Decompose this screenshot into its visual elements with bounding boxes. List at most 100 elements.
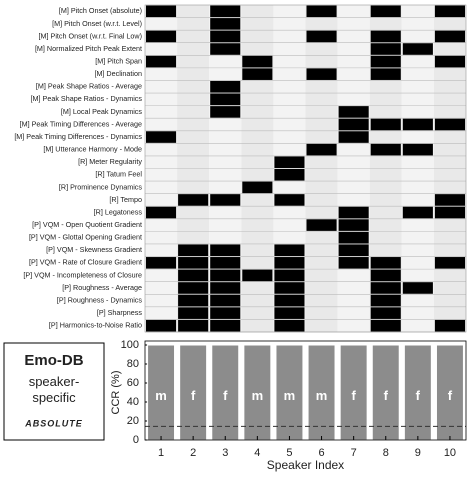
cell xyxy=(146,206,177,219)
cell xyxy=(178,194,209,206)
y-axis-label: CCR (%) xyxy=(110,371,122,415)
cell xyxy=(402,143,433,156)
cell xyxy=(146,30,177,43)
x-tick-label: 7 xyxy=(351,447,357,459)
cell xyxy=(146,5,177,18)
bar xyxy=(403,344,432,441)
cell xyxy=(370,143,401,156)
bar-annotation: m xyxy=(316,388,328,403)
x-tick-label: 3 xyxy=(222,447,228,459)
cell xyxy=(242,181,273,194)
cell xyxy=(274,307,305,319)
cell xyxy=(210,282,241,294)
cell xyxy=(178,269,209,282)
row-label: [P] Roughness - Average xyxy=(62,283,142,292)
row-label: [R] Meter Regularity xyxy=(78,157,142,166)
bar xyxy=(371,344,400,441)
row-label: [R] Tatum Feel xyxy=(95,170,142,179)
cell xyxy=(370,118,401,131)
y-tick-label: 0 xyxy=(133,434,139,446)
box-subtitle-wrap: speaker-specific xyxy=(29,374,80,405)
x-tick-label: 6 xyxy=(318,447,324,459)
cell xyxy=(434,118,465,131)
bar-annotation: m xyxy=(155,388,167,403)
cell xyxy=(274,319,305,332)
cell xyxy=(402,43,433,55)
cell xyxy=(434,319,465,332)
cell xyxy=(338,118,369,131)
row-label: [P] VQM - Open Quotient Gradient xyxy=(32,220,142,229)
row-label: [M] Pitch Span xyxy=(95,57,142,66)
cell xyxy=(338,244,369,257)
y-tick-label: 40 xyxy=(127,396,139,408)
bar xyxy=(243,344,272,441)
bar-annotation: f xyxy=(416,388,421,403)
cell xyxy=(370,319,401,332)
cell xyxy=(210,319,241,332)
cell xyxy=(274,194,305,206)
cell xyxy=(370,294,401,307)
y-tick-label: 60 xyxy=(127,377,139,389)
cell xyxy=(210,93,241,106)
bar-annotation: m xyxy=(284,388,296,403)
cell xyxy=(370,257,401,269)
cell xyxy=(338,257,369,269)
box-title: Emo-DB xyxy=(24,352,83,369)
row-label: [P] Roughness - Dynamics xyxy=(57,295,142,304)
bar xyxy=(275,344,304,441)
y-tick-label: 20 xyxy=(127,415,139,427)
cell xyxy=(242,68,273,80)
x-tick-label: 9 xyxy=(415,447,421,459)
cell xyxy=(434,257,465,269)
row-label: [P] Harmonics-to-Noise Ratio xyxy=(49,321,142,330)
row-label: [M] Peak Timing Differences - Dynamics xyxy=(14,132,142,141)
cell xyxy=(178,244,209,257)
x-tick-label: 8 xyxy=(383,447,389,459)
cell xyxy=(146,319,177,332)
cell xyxy=(434,30,465,43)
cell xyxy=(210,269,241,282)
cell xyxy=(306,143,337,156)
cell xyxy=(402,206,433,219)
row-label: [P] VQM - Incompleteness of Closure xyxy=(23,270,142,279)
cell xyxy=(242,269,273,282)
cell xyxy=(306,5,337,18)
bar-annotation: m xyxy=(252,388,264,403)
cell xyxy=(434,55,465,68)
bar-annotation: f xyxy=(384,388,389,403)
cell xyxy=(402,118,433,131)
bar xyxy=(435,344,464,441)
box-note: ABSOLUTE xyxy=(24,418,83,428)
cell xyxy=(338,131,369,143)
row-label: [P] Sharpness xyxy=(97,308,143,317)
cell xyxy=(210,307,241,319)
cell xyxy=(338,106,369,118)
cell xyxy=(274,244,305,257)
row-label: [R] Legatoness xyxy=(94,207,143,216)
cell xyxy=(434,5,465,18)
y-tick-label: 80 xyxy=(127,358,139,370)
cell xyxy=(146,131,177,143)
bar-annotation: f xyxy=(448,388,453,403)
cell xyxy=(370,55,401,68)
bar-annotation: f xyxy=(191,388,196,403)
cell xyxy=(370,30,401,43)
x-tick-label: 5 xyxy=(286,447,292,459)
cell xyxy=(274,169,305,181)
row-label: [M] Declination xyxy=(94,69,142,78)
row-label: [P] VQM - Rate of Closure Gradient xyxy=(29,258,142,267)
cell xyxy=(370,282,401,294)
row-label: [M] Local Peak Dynamics xyxy=(61,107,142,116)
row-label: [M] Utterance Harmony - Mode xyxy=(43,145,142,154)
legend-box xyxy=(3,342,105,441)
cell xyxy=(338,231,369,244)
cell xyxy=(178,294,209,307)
cell xyxy=(210,244,241,257)
cell xyxy=(274,269,305,282)
row-label: [P] VQM - Glottal Opening Gradient xyxy=(29,233,142,242)
cell xyxy=(210,194,241,206)
cell xyxy=(370,307,401,319)
row-label: [M] Pitch Onset (w.r.t. Final Low) xyxy=(39,31,142,40)
cell xyxy=(242,55,273,68)
row-label: [R] Tempo xyxy=(109,195,142,204)
